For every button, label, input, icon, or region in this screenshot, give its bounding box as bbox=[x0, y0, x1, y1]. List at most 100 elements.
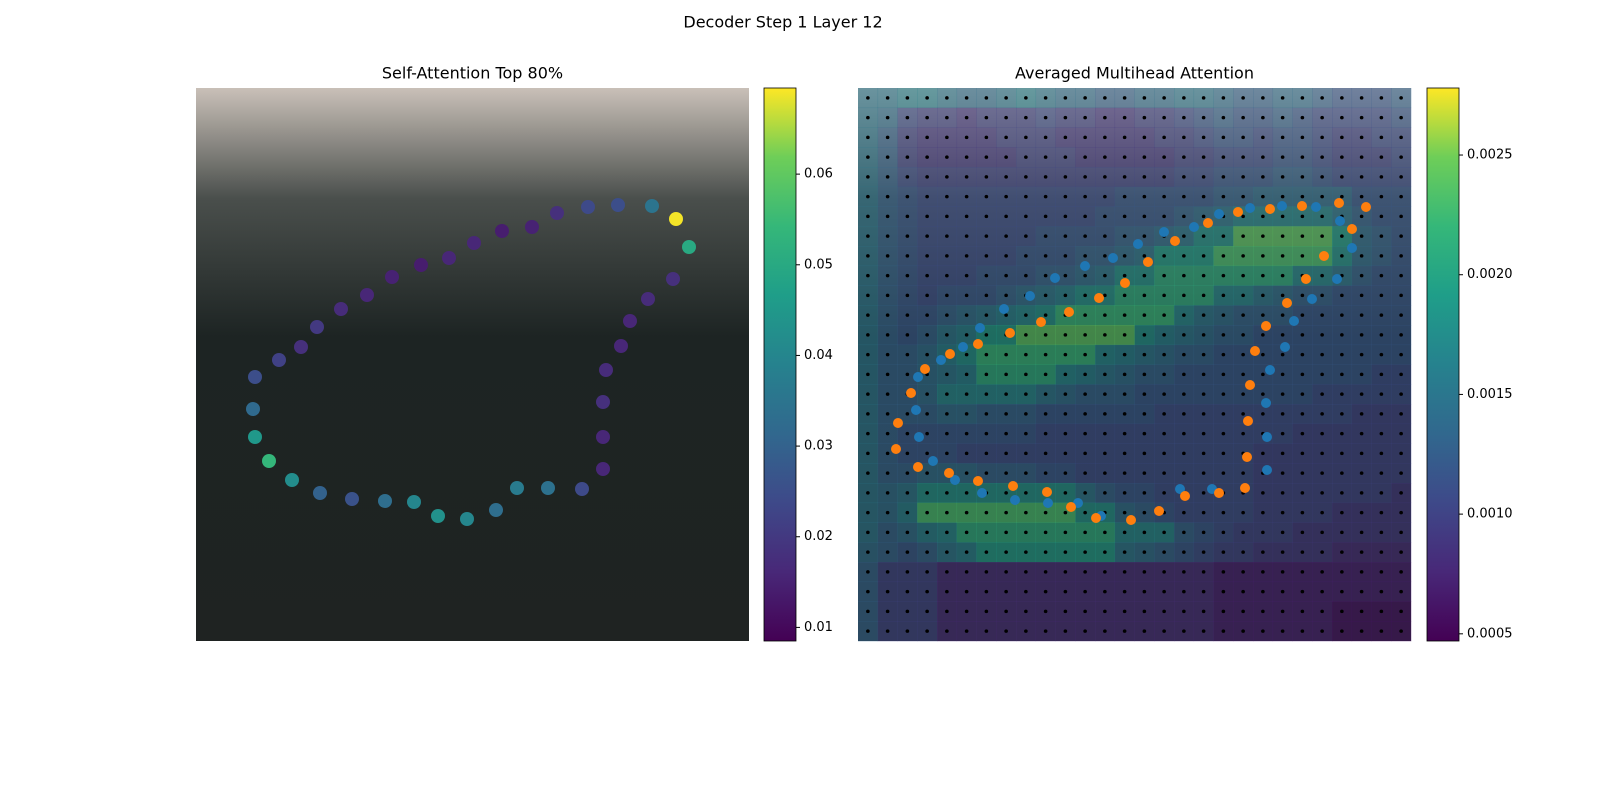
query-dot bbox=[1043, 254, 1048, 258]
query-dot bbox=[1162, 530, 1166, 535]
query-dot bbox=[984, 570, 989, 574]
query-dot bbox=[1280, 333, 1285, 337]
sample-point bbox=[1180, 491, 1190, 501]
query-dot bbox=[1261, 135, 1265, 140]
query-dot bbox=[964, 589, 969, 594]
query-dot bbox=[1024, 451, 1028, 456]
query-dot bbox=[945, 135, 949, 140]
sample-point bbox=[936, 355, 946, 365]
query-dot bbox=[1379, 510, 1384, 515]
query-dot bbox=[945, 273, 949, 278]
query-dot bbox=[1024, 471, 1028, 475]
colorbar-tick-label: 0.04 bbox=[804, 348, 833, 363]
query-dot bbox=[1300, 135, 1305, 140]
query-dot bbox=[1083, 510, 1087, 515]
query-dot bbox=[1221, 570, 1226, 574]
query-dot bbox=[1162, 194, 1166, 199]
query-dot bbox=[925, 609, 929, 614]
attention-point bbox=[285, 473, 299, 487]
query-dot bbox=[1182, 273, 1186, 278]
query-dot bbox=[1162, 352, 1166, 357]
query-dot bbox=[945, 194, 949, 199]
query-dot bbox=[1221, 392, 1226, 396]
query-dot bbox=[1340, 293, 1344, 298]
query-dot bbox=[1083, 589, 1087, 594]
query-dot bbox=[1142, 491, 1147, 495]
query-dot bbox=[1359, 471, 1364, 475]
query-dot bbox=[1024, 273, 1028, 278]
query-dot bbox=[1300, 352, 1305, 357]
query-dot bbox=[1359, 234, 1364, 238]
query-dot bbox=[1142, 175, 1147, 179]
query-dot bbox=[1300, 96, 1305, 100]
query-dot bbox=[1261, 155, 1265, 159]
attention-point bbox=[575, 482, 589, 496]
query-dot bbox=[1359, 570, 1364, 574]
query-dot bbox=[984, 96, 989, 100]
sample-point bbox=[928, 456, 938, 466]
query-dot bbox=[1122, 293, 1127, 298]
query-dot bbox=[866, 135, 870, 140]
query-dot bbox=[964, 412, 969, 416]
query-dot bbox=[1280, 155, 1285, 159]
query-dot bbox=[1063, 530, 1068, 535]
sample-point bbox=[1347, 224, 1357, 234]
attention-point bbox=[310, 320, 324, 334]
query-dot bbox=[1043, 550, 1048, 554]
query-dot bbox=[1241, 333, 1245, 337]
query-dot bbox=[1300, 293, 1305, 298]
query-dot bbox=[1063, 550, 1068, 554]
query-dot bbox=[866, 530, 870, 535]
query-dot bbox=[925, 234, 929, 238]
query-dot bbox=[945, 96, 949, 100]
query-dot bbox=[1162, 254, 1166, 258]
query-dot bbox=[866, 352, 870, 357]
query-dot bbox=[866, 313, 870, 317]
query-dot bbox=[1320, 589, 1324, 594]
sample-point bbox=[1261, 398, 1271, 408]
query-dot bbox=[1142, 372, 1147, 377]
query-dot bbox=[1320, 491, 1324, 495]
query-dot bbox=[1300, 392, 1305, 396]
query-dot bbox=[1122, 254, 1127, 258]
query-dot bbox=[1280, 135, 1285, 140]
query-dot bbox=[984, 431, 989, 436]
query-dot bbox=[945, 155, 949, 159]
query-dot bbox=[1083, 629, 1087, 633]
query-dot bbox=[925, 629, 929, 633]
query-dot bbox=[1280, 570, 1285, 574]
query-dot bbox=[1359, 431, 1364, 436]
query-dot bbox=[1083, 155, 1087, 159]
sample-point bbox=[1214, 488, 1224, 498]
query-dot bbox=[1399, 431, 1403, 436]
query-dot bbox=[925, 175, 929, 179]
query-dot bbox=[1340, 471, 1344, 475]
query-dot bbox=[866, 589, 870, 594]
query-dot bbox=[984, 352, 989, 357]
query-dot bbox=[1063, 491, 1068, 495]
query-dot bbox=[1083, 451, 1087, 456]
query-dot bbox=[1241, 273, 1245, 278]
query-dot bbox=[866, 471, 870, 475]
colorbar bbox=[1426, 87, 1460, 642]
query-dot bbox=[885, 589, 890, 594]
query-dot bbox=[1004, 234, 1008, 238]
query-dot bbox=[1024, 194, 1028, 199]
sample-point bbox=[1005, 328, 1015, 338]
query-dot bbox=[984, 412, 989, 416]
query-dot bbox=[1103, 333, 1107, 337]
sample-point bbox=[1233, 207, 1243, 217]
query-dot bbox=[1300, 372, 1305, 377]
query-dot bbox=[885, 510, 890, 515]
query-dot bbox=[1122, 589, 1127, 594]
query-dot bbox=[1340, 570, 1344, 574]
query-dot bbox=[964, 313, 969, 317]
query-dot bbox=[1043, 629, 1048, 633]
query-dot bbox=[1261, 175, 1265, 179]
query-dot bbox=[1241, 372, 1245, 377]
query-dot bbox=[1399, 530, 1403, 535]
query-dot bbox=[1083, 412, 1087, 416]
query-dot bbox=[1201, 372, 1206, 377]
query-dot bbox=[984, 392, 989, 396]
query-dot bbox=[1241, 135, 1245, 140]
